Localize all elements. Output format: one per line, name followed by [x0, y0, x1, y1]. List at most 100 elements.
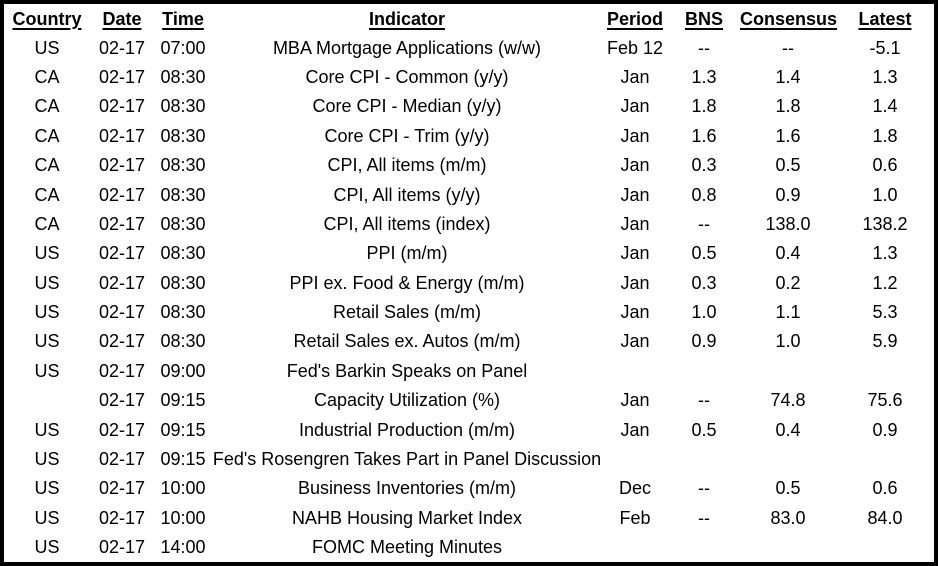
cell-bns: 0.3: [691, 155, 717, 176]
cell-country: US: [34, 507, 60, 528]
cell-date: 02-17: [98, 272, 146, 293]
table-row: US 02-17 09:00 Fed's Barkin Speaks on Panel: [4, 356, 934, 385]
cell-indicator: CPI, All items (y/y): [333, 184, 481, 205]
cell-country: US: [34, 537, 60, 558]
cell-bns: --: [698, 37, 710, 58]
cell-time: 09:00: [160, 360, 206, 381]
cell-country: US: [34, 302, 60, 323]
cell-consensus: 0.4: [775, 419, 801, 440]
cell-latest: 75.6: [867, 390, 903, 411]
table-row: US 02-17 08:30 PPI (m/m) Jan 0.5 0.4 1.3: [4, 239, 934, 268]
cell-country: US: [34, 360, 60, 381]
column-header-indicator: Indicator: [212, 4, 602, 33]
cell-date: 02-17: [98, 302, 146, 323]
cell-latest: -5.1: [869, 37, 901, 58]
cell-period: [602, 356, 668, 385]
cell-latest: [836, 356, 934, 385]
table-row: CA 02-17 08:30 CPI, All items (m/m) Jan 0.3 0.…: [4, 151, 934, 180]
column-header-consensus: Consensus: [740, 4, 837, 33]
cell-latest: [836, 532, 934, 562]
cell-indicator: Retail Sales (m/m): [332, 302, 482, 323]
cell-indicator: FOMC Meeting Minutes: [311, 537, 503, 558]
cell-country: CA: [34, 155, 60, 176]
cell-country: US: [34, 272, 60, 293]
cell-indicator: Industrial Production (m/m): [298, 419, 516, 440]
cell-country: US: [34, 419, 60, 440]
cell-time: 14:00: [160, 537, 206, 558]
table-row: US 02-17 14:00 FOMC Meeting Minutes: [4, 532, 934, 562]
cell-country: CA: [34, 213, 60, 234]
cell-time: 08:30: [160, 67, 206, 88]
cell-latest: 1.3: [872, 67, 898, 88]
cell-bns: --: [698, 213, 710, 234]
column-header-label: Time: [162, 8, 204, 29]
cell-date: 02-17: [98, 125, 146, 146]
cell-consensus: 138.0: [765, 213, 811, 234]
cell-period: Dec: [618, 478, 651, 499]
table-row: US 02-17 09:15 Industrial Production (m/m) J…: [4, 415, 934, 444]
economic-calendar-table: Country Date Time Indicator Period BNS Consens…: [4, 4, 934, 562]
cell-time: 09:15: [160, 390, 206, 411]
cell-consensus: 1.1: [775, 302, 801, 323]
cell-consensus: 0.5: [775, 478, 801, 499]
cell-time: 09:15: [160, 419, 206, 440]
cell-indicator: CPI, All items (index): [323, 213, 491, 234]
cell-latest: 5.9: [872, 331, 898, 352]
cell-latest: 1.2: [872, 272, 898, 293]
cell-country: CA: [34, 184, 60, 205]
cell-country: CA: [34, 67, 60, 88]
cell-indicator: PPI (m/m): [366, 243, 448, 264]
cell-indicator: PPI ex. Food & Energy (m/m): [289, 272, 525, 293]
cell-date: 02-17: [98, 360, 146, 381]
cell-country: CA: [34, 96, 60, 117]
cell-consensus: 1.4: [775, 67, 801, 88]
cell-consensus: 83.0: [770, 507, 806, 528]
cell-date: 02-17: [98, 331, 146, 352]
table-row: 02-17 09:15 Capacity Utilization (%) Jan -- 7…: [4, 386, 934, 415]
cell-time: 08:30: [160, 243, 206, 264]
cell-latest: 1.3: [872, 243, 898, 264]
cell-indicator: Retail Sales ex. Autos (m/m): [293, 331, 521, 352]
cell-period: Jan: [620, 272, 650, 293]
cell-country: US: [34, 448, 60, 469]
table-row: US 02-17 10:00 NAHB Housing Market Index Feb…: [4, 503, 934, 532]
table-row: CA 02-17 08:30 Core CPI - Trim (y/y) Jan 1.6 1…: [4, 121, 934, 150]
column-header-bns: BNS: [668, 4, 740, 33]
cell-period: Jan: [620, 302, 650, 323]
column-header-country: Country: [4, 4, 90, 33]
cell-period: Jan: [620, 331, 650, 352]
cell-period: Jan: [620, 67, 650, 88]
cell-time: 08:30: [160, 184, 206, 205]
cell-time: 08:30: [160, 125, 206, 146]
table-row: CA 02-17 08:30 CPI, All items (index) Jan -- 1…: [4, 209, 934, 238]
cell-country: US: [34, 478, 60, 499]
cell-bns: 0.8: [691, 184, 717, 205]
table-row: CA 02-17 08:30 Core CPI - Common (y/y) Jan 1.…: [4, 62, 934, 91]
table-row: US 02-17 08:30 PPI ex. Food & Energy (m/m) J…: [4, 268, 934, 297]
cell-date: 02-17: [98, 478, 146, 499]
cell-indicator: Fed's Rosengren Takes Part in Panel Disc…: [212, 448, 602, 469]
column-header-time: Time: [154, 4, 212, 33]
cell-time: 08:30: [160, 96, 206, 117]
column-header-latest: Latest: [836, 4, 934, 33]
cell-period: Feb: [619, 507, 651, 528]
cell-consensus: [740, 444, 836, 473]
cell-latest: 0.6: [872, 478, 898, 499]
cell-indicator: Core CPI - Trim (y/y): [324, 125, 490, 146]
cell-date: 02-17: [98, 67, 146, 88]
cell-latest: 5.3: [872, 302, 898, 323]
cell-indicator: CPI, All items (m/m): [327, 155, 487, 176]
cell-consensus: 0.5: [775, 155, 801, 176]
table-row: US 02-17 08:30 Retail Sales (m/m) Jan 1.0 1.1 5…: [4, 297, 934, 326]
cell-consensus: [740, 532, 836, 562]
table-row: US 02-17 07:00 MBA Mortgage Applications (w…: [4, 33, 934, 62]
column-header-label: BNS: [684, 8, 723, 29]
cell-latest: [836, 444, 934, 473]
cell-period: [602, 444, 668, 473]
cell-bns: 0.3: [691, 272, 717, 293]
table-row: US 02-17 08:30 Retail Sales ex. Autos (m/m)…: [4, 327, 934, 356]
cell-latest: 1.4: [872, 96, 898, 117]
cell-period: Jan: [620, 96, 650, 117]
cell-period: Feb 12: [606, 37, 664, 58]
